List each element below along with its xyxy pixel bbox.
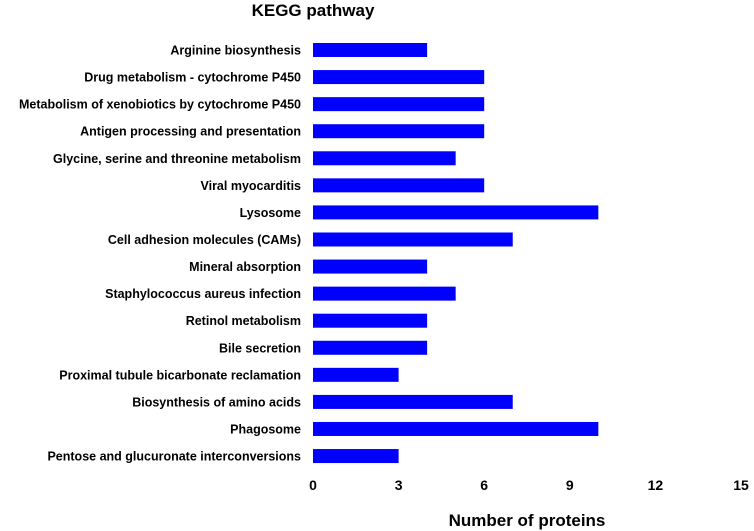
category-label-15: Pentose and glucuronate interconversions: [47, 450, 301, 464]
bar-1: [313, 70, 485, 85]
x-tick-label-4: 12: [648, 477, 664, 493]
x-axis-tick-labels: 0 3 6 9 12 15: [309, 477, 749, 493]
x-tick-label-5: 15: [733, 477, 749, 493]
bar-0: [313, 43, 428, 57]
category-label-12: Proximal tubule bicarbonate reclamation: [59, 368, 301, 382]
x-tick-label-0: 0: [309, 477, 317, 493]
bar-12: [313, 367, 399, 382]
bar-11: [313, 340, 428, 355]
category-label-10: Retinol metabolism: [186, 314, 301, 328]
x-tick-label-1: 3: [395, 477, 403, 493]
category-label-8: Mineral absorption: [189, 260, 301, 274]
bar-10: [313, 313, 428, 328]
bar-8: [313, 259, 428, 274]
bar-3: [313, 124, 485, 139]
category-label-6: Lysosome: [240, 206, 301, 220]
bar-14: [313, 421, 599, 436]
bar-4: [313, 151, 456, 166]
bar-2: [313, 97, 485, 112]
category-label-4: Glycine, serine and threonine metabolism: [53, 152, 301, 166]
chart-title: KEGG pathway: [252, 1, 375, 20]
x-tick-label-2: 6: [480, 477, 488, 493]
bar-13: [313, 394, 513, 409]
bar-5: [313, 178, 485, 193]
category-label-3: Antigen processing and presentation: [80, 125, 301, 139]
bar-9: [313, 286, 456, 301]
category-label-9: Staphylococcus aureus infection: [105, 287, 301, 301]
category-label-1: Drug metabolism - cytochrome P450: [84, 71, 301, 85]
x-tick-label-3: 9: [566, 477, 574, 493]
x-axis-label: Number of proteins: [449, 511, 606, 530]
bar-6: [313, 205, 599, 220]
bars-group: [313, 43, 599, 464]
bar-15: [313, 449, 399, 464]
category-label-11: Bile secretion: [219, 341, 301, 355]
category-label-13: Biosynthesis of amino acids: [132, 395, 301, 409]
category-labels: Arginine biosynthesis Drug metabolism - c…: [19, 44, 301, 464]
bar-7: [313, 232, 513, 247]
category-label-0: Arginine biosynthesis: [170, 44, 301, 58]
category-label-2: Metabolism of xenobiotics by cytochrome …: [19, 98, 301, 112]
category-label-14: Phagosome: [230, 422, 301, 436]
category-label-5: Viral myocarditis: [200, 179, 301, 193]
category-label-7: Cell adhesion molecules (CAMs): [108, 233, 301, 247]
